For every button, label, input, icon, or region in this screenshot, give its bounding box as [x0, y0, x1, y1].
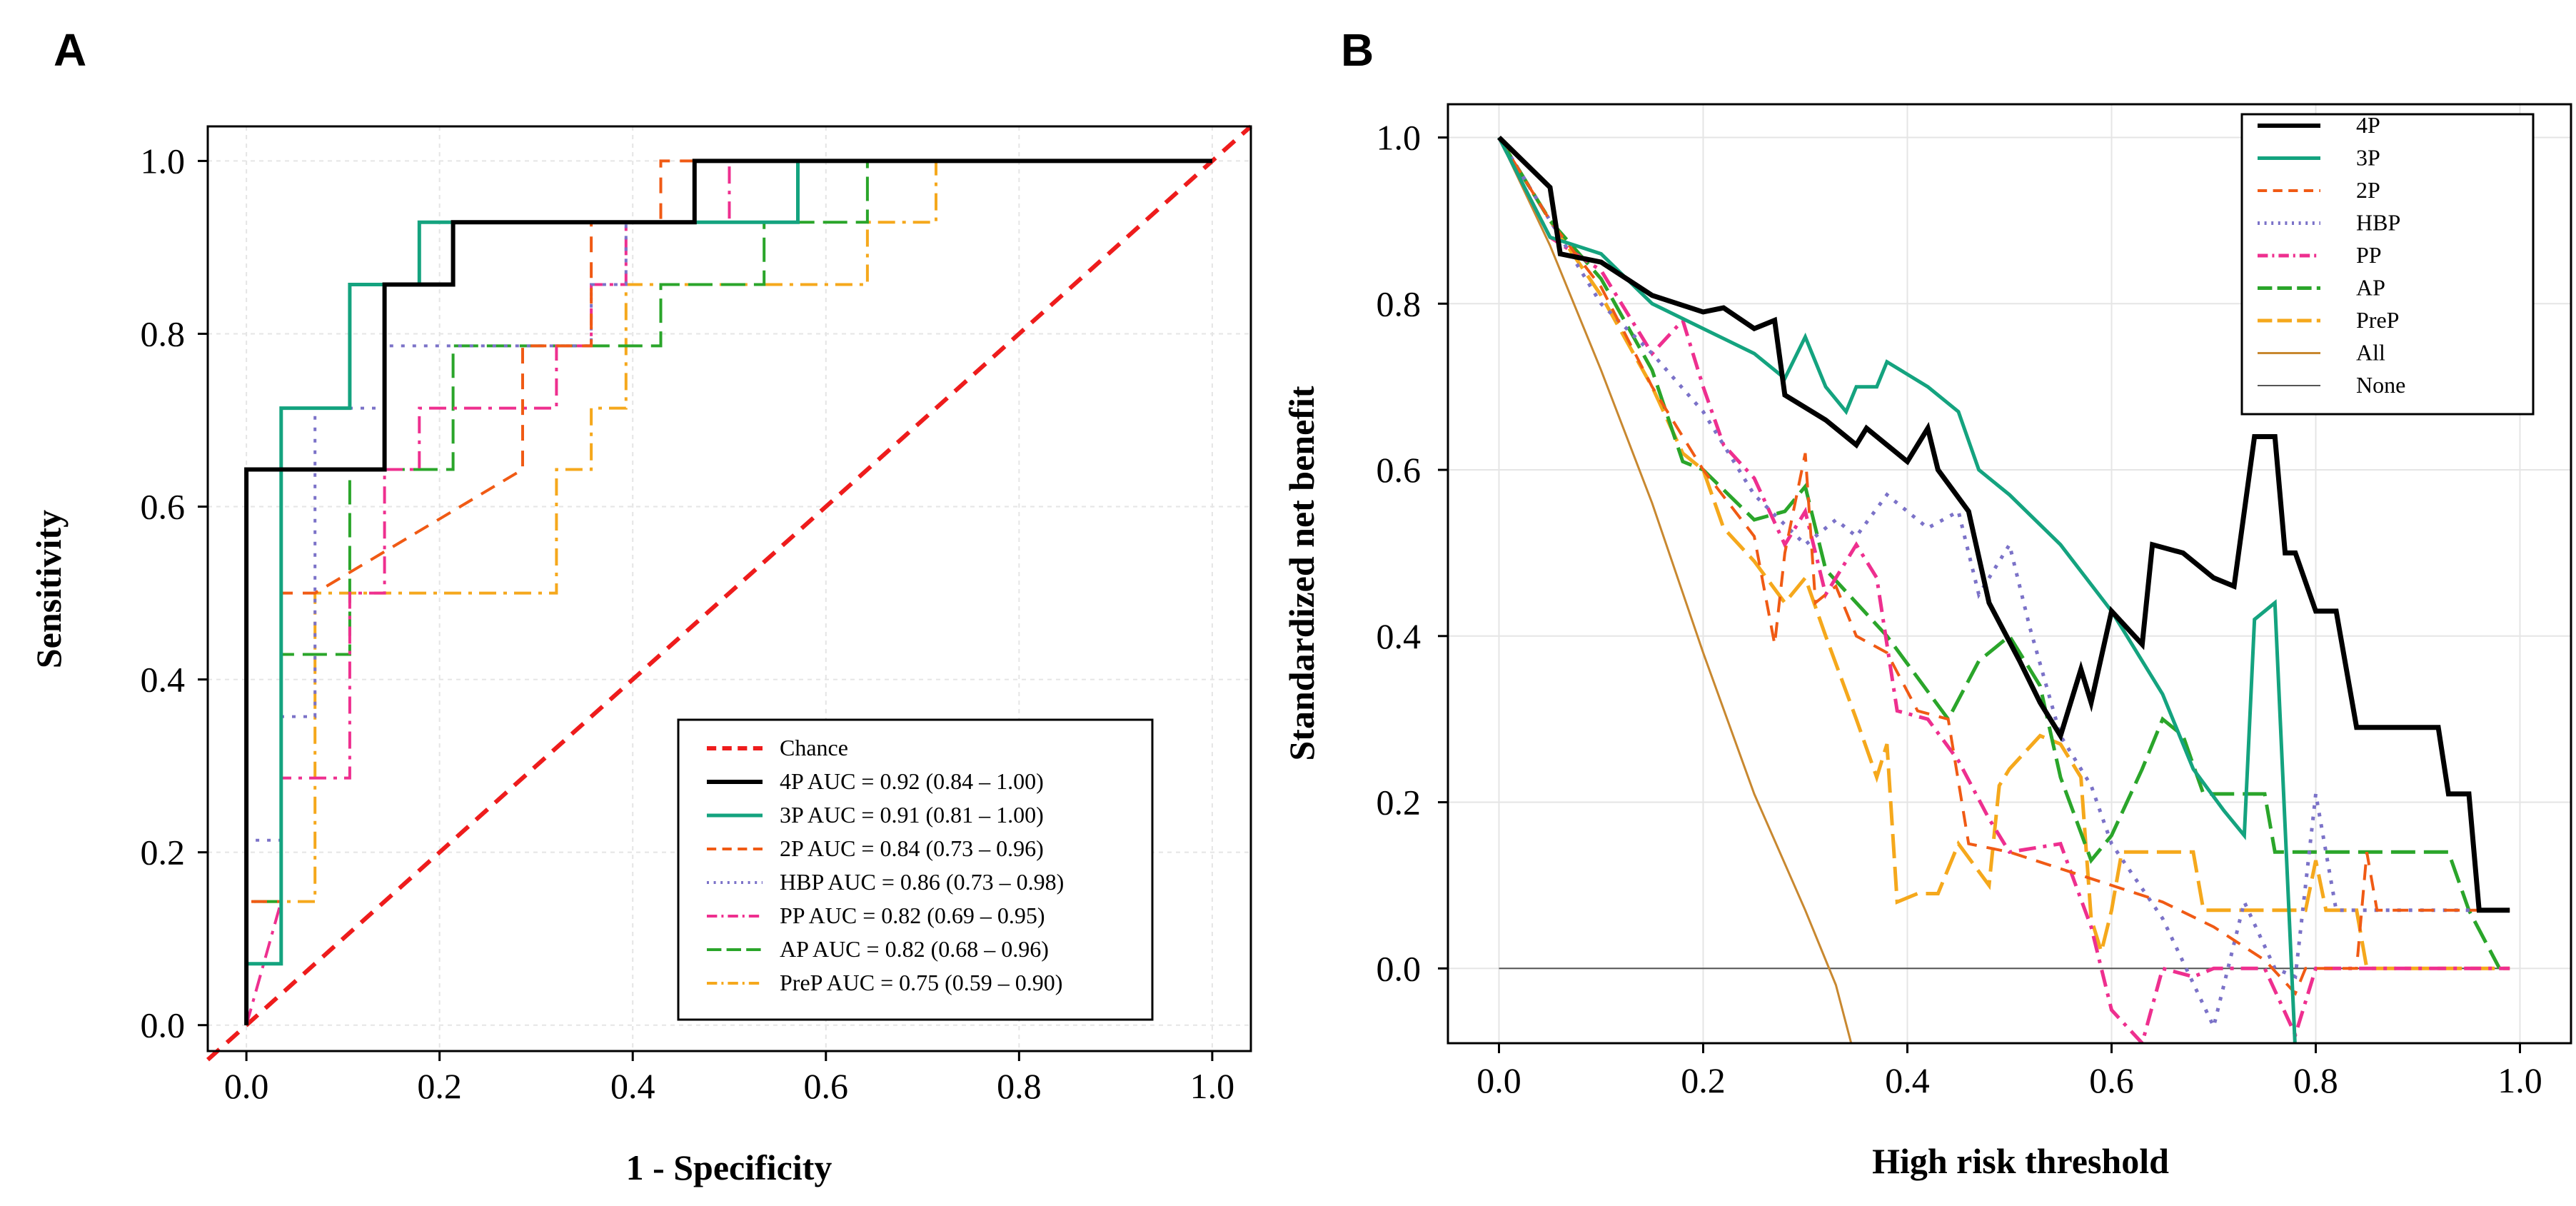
series-line-hbp	[1497, 136, 2510, 1032]
x-tick-label: 1.0	[1190, 1066, 1235, 1106]
legend-label: 2P AUC = 0.84 (0.73 – 0.96)	[780, 835, 1044, 861]
panel-label-b: B	[1341, 24, 1374, 76]
y-axis-title-b: Standardized net benefit	[1282, 386, 1322, 760]
legend-a: Chance 4P AUC = 0.92 (0.84 – 1.00) 3P AUC …	[677, 718, 1154, 1021]
series-line-prep	[245, 159, 1212, 1025]
legend-label: 3P	[2356, 145, 2380, 171]
y-tick-label: 0.6	[141, 487, 186, 527]
x-tick-label: 0.0	[1476, 1060, 1521, 1100]
x-tick-label: 0.8	[997, 1066, 1042, 1106]
series-line-pp	[1497, 136, 2510, 1043]
panel-label-a: A	[54, 24, 86, 76]
y-tick-label: 0.4	[1377, 616, 1422, 656]
x-axis-title-a: 1 - Specificity	[626, 1147, 832, 1187]
ticks-b: 0.0 0.2 0.4 0.6 0.8 1.0 0.0 0.2 0.4 0.6 0.8 1.0	[1377, 118, 2542, 1100]
x-tick-label: 1.0	[2497, 1060, 2542, 1100]
legend-label: 3P AUC = 0.91 (0.81 – 1.00)	[780, 802, 1044, 828]
legend-b: 4P 3P 2P HBP PP AP PreP All None	[2240, 112, 2535, 416]
legend-label: AP AUC = 0.82 (0.68 – 0.96)	[780, 936, 1049, 962]
series-a	[206, 124, 1253, 1062]
x-tick-label: 0.0	[224, 1066, 269, 1106]
legend-label: 4P	[2356, 112, 2380, 138]
legend-label: 4P AUC = 0.92 (0.84 – 1.00)	[780, 768, 1044, 794]
series-line-4p	[1497, 135, 2510, 913]
legend-box	[2240, 113, 2535, 416]
legend-label: HBP	[2356, 210, 2400, 236]
series-line-3p	[1497, 136, 2297, 1043]
y-tick-label: 0.0	[141, 1005, 186, 1045]
series-line-2p	[1497, 136, 2510, 996]
y-tick-label: 0.8	[1377, 283, 1422, 323]
ticks-a: 0.0 0.2 0.4 0.6 0.8 1.0 0.0 0.2 0.4 0.6 0.8 1.0	[141, 141, 1235, 1106]
plot-frame-a	[206, 125, 1252, 1052]
legend-box	[677, 718, 1154, 1021]
panel-b: B 0.0 0.2 0.4 0.6 0.8 1.0 0.0 0.2 0.4 0.6 0.8 1.0 H…	[1282, 24, 2572, 1181]
series-line-ap	[1497, 136, 2502, 970]
legend-label: 2P	[2356, 177, 2380, 203]
y-tick-label: 0.0	[1377, 948, 1422, 988]
y-tick-label: 1.0	[1377, 118, 1422, 158]
x-tick-label: 0.8	[2293, 1060, 2338, 1100]
legend-label: PP AUC = 0.82 (0.69 – 0.95)	[780, 903, 1045, 928]
x-tick-label: 0.2	[1681, 1060, 1726, 1100]
legend-label: AP	[2356, 275, 2385, 301]
y-tick-label: 0.2	[141, 833, 186, 873]
legend-label: HBP AUC = 0.86 (0.73 – 0.98)	[780, 869, 1064, 895]
series-line-4p	[244, 159, 1212, 1025]
series-line-3p	[244, 159, 1212, 1025]
y-tick-label: 0.2	[1377, 783, 1422, 823]
legend-label: All	[2356, 340, 2385, 366]
reference-line-chance	[206, 124, 1253, 1062]
x-tick-label: 0.6	[804, 1066, 849, 1106]
legend-label: Chance	[780, 735, 848, 760]
legend-label: PreP AUC = 0.75 (0.59 – 0.90)	[780, 970, 1062, 995]
y-tick-label: 0.4	[141, 660, 186, 700]
x-tick-label: 0.4	[610, 1066, 655, 1106]
series-line-all	[1498, 136, 1853, 1043]
legend-label: PreP	[2356, 307, 2399, 333]
y-tick-label: 0.6	[1377, 450, 1422, 490]
x-tick-label: 0.2	[417, 1066, 462, 1106]
series-line-2p	[245, 159, 1212, 1025]
y-tick-label: 1.0	[141, 141, 186, 181]
legend-label: PP	[2356, 242, 2382, 268]
series-b	[1497, 135, 2510, 1043]
x-tick-label: 0.4	[1885, 1060, 1930, 1100]
plot-frame-b	[1447, 103, 2572, 1045]
legend-label: None	[2356, 372, 2405, 398]
series-line-prep	[1497, 136, 2510, 970]
y-tick-label: 0.8	[141, 313, 186, 353]
panel-a: A 0.0 0.2 0.4 0.6 0.8 1.0 0.0 0.2 0.4 0.6 0.8 1.0 1…	[29, 24, 1253, 1187]
x-axis-title-b: High risk threshold	[1872, 1141, 2169, 1181]
x-tick-label: 0.6	[2089, 1060, 2134, 1100]
y-axis-title-a: Sensitivity	[29, 510, 69, 668]
